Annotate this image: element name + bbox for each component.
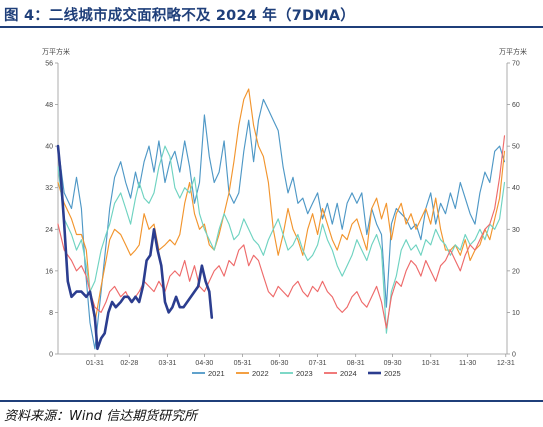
x-tick-label: 11-30 (459, 360, 476, 367)
left-tick-label: 32 (45, 185, 53, 192)
x-tick-label: 05-31 (234, 360, 252, 367)
left-axis-unit: 万平方米 (42, 47, 70, 56)
left-tick-label: 40 (45, 144, 53, 151)
legend-label-2021: 2021 (208, 369, 225, 378)
x-tick-label: 08-31 (347, 360, 365, 367)
right-tick-label: 50 (512, 144, 520, 151)
chart-series (56, 88, 506, 351)
right-axis-unit: 万平方米 (499, 47, 527, 56)
left-tick-label: 8 (49, 310, 53, 317)
figure-title: 图 4：二线城市成交面积略不及 2024 年（7DMA） (4, 8, 355, 24)
x-tick-label: 04-30 (195, 360, 213, 367)
right-tick-label: 30 (512, 227, 520, 234)
chart-axes: 0 8 16 24 32 40 48 56 0 10 20 30 40 50 60 70 万平方米 万平方米 01-… (42, 47, 527, 367)
legend-label-2022: 2022 (252, 369, 269, 378)
right-tick-label: 0 (512, 352, 516, 359)
source-note: 资料来源：Wind 信达期货研究所 (4, 409, 198, 424)
left-tick-label: 24 (45, 227, 53, 234)
series-line-2023 (57, 145, 506, 334)
right-tick-label: 60 (512, 102, 520, 109)
legend-label-2025: 2025 (384, 369, 401, 378)
x-tick-label: 09-30 (384, 360, 402, 367)
footer-divider (0, 400, 543, 402)
legend-label-2023: 2023 (296, 369, 313, 378)
x-tick-label: 02-28 (120, 360, 138, 367)
right-tick-label: 20 (512, 268, 520, 275)
legend-label-2024: 2024 (340, 369, 357, 378)
chart-legend: 2021 2022 2023 2024 2025 (192, 369, 401, 378)
series-line-2021 (57, 98, 506, 350)
right-tick-label: 70 (512, 61, 520, 68)
x-tick-label: 10-31 (422, 360, 440, 367)
line-chart: 0 8 16 24 32 40 48 56 0 10 20 30 40 50 60 70 万平方米 万平方米 01-… (42, 47, 527, 378)
right-tick-label: 40 (512, 185, 520, 192)
x-tick-label: 01-31 (86, 360, 104, 367)
left-tick-label: 56 (45, 61, 53, 68)
left-tick-label: 16 (45, 268, 53, 275)
left-tick-label: 0 (49, 352, 53, 359)
title-divider (0, 26, 543, 28)
x-tick-label: 07-31 (309, 360, 327, 367)
x-tick-label: 03-31 (159, 360, 177, 367)
series-line-2025 (56, 144, 214, 351)
x-tick-label: 12-31 (497, 360, 515, 367)
left-tick-label: 48 (45, 102, 53, 109)
x-tick-label: 06-30 (270, 360, 288, 367)
right-tick-label: 10 (512, 310, 520, 317)
